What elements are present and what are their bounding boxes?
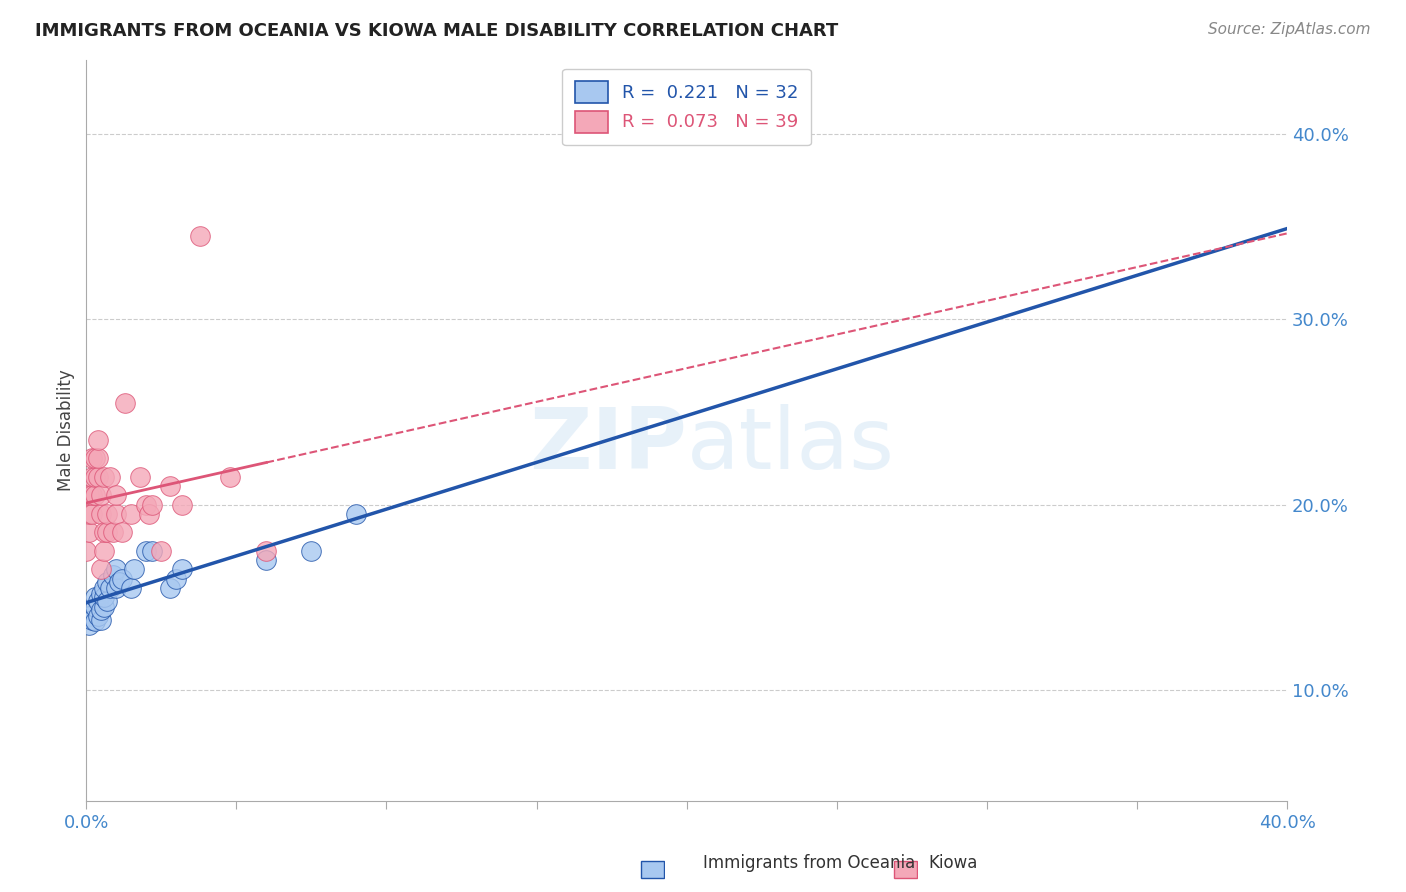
- Point: [150, 544, 173, 558]
- Point: [105, 488, 128, 502]
- Point: [135, 544, 157, 558]
- Point: [87, 451, 110, 466]
- Point: [219, 469, 242, 483]
- Point: [105, 562, 128, 576]
- Point: [87, 469, 110, 483]
- Point: [79, 618, 101, 632]
- Point: [254, 553, 277, 567]
- Point: [159, 479, 181, 493]
- Point: [87, 594, 110, 608]
- Point: [96, 594, 118, 608]
- Point: [93, 469, 115, 483]
- Point: [103, 568, 125, 582]
- Bar: [641, 861, 664, 878]
- Point: [114, 395, 136, 409]
- Point: [98, 469, 121, 483]
- Point: [135, 498, 157, 512]
- Point: [93, 544, 115, 558]
- Text: atlas: atlas: [686, 404, 894, 487]
- Point: [120, 581, 142, 595]
- Point: [90, 613, 112, 627]
- Point: [96, 507, 118, 521]
- Point: [172, 562, 194, 576]
- Point: [87, 608, 110, 623]
- Point: [82, 507, 104, 521]
- Point: [98, 581, 121, 595]
- Point: [79, 525, 101, 540]
- Point: [141, 498, 163, 512]
- Point: [93, 599, 115, 614]
- Point: [82, 613, 104, 627]
- Point: [105, 581, 128, 595]
- Point: [90, 488, 112, 502]
- Text: Immigrants from Oceania: Immigrants from Oceania: [703, 855, 915, 872]
- Point: [90, 603, 112, 617]
- Text: Source: ZipAtlas.com: Source: ZipAtlas.com: [1208, 22, 1371, 37]
- Point: [93, 581, 115, 595]
- Point: [96, 525, 118, 540]
- Point: [165, 572, 187, 586]
- Point: [90, 507, 112, 521]
- Legend: R =  0.221   N = 32, R =  0.073   N = 39: R = 0.221 N = 32, R = 0.073 N = 39: [562, 69, 811, 145]
- Point: [90, 562, 112, 576]
- Point: [111, 572, 134, 586]
- Point: [129, 469, 152, 483]
- Text: Kiowa: Kiowa: [928, 855, 977, 872]
- Text: ZIP: ZIP: [529, 404, 686, 487]
- Point: [82, 451, 104, 466]
- Point: [84, 615, 107, 629]
- Point: [172, 498, 194, 512]
- Point: [103, 525, 125, 540]
- Point: [254, 544, 277, 558]
- Point: [90, 586, 112, 600]
- Point: [301, 544, 323, 558]
- Point: [105, 507, 128, 521]
- Point: [82, 488, 104, 502]
- Point: [93, 591, 115, 605]
- Point: [79, 608, 101, 623]
- Y-axis label: Male Disability: Male Disability: [58, 369, 75, 491]
- Point: [96, 575, 118, 590]
- Point: [84, 599, 107, 614]
- Point: [138, 507, 160, 521]
- Point: [84, 488, 107, 502]
- Text: IMMIGRANTS FROM OCEANIA VS KIOWA MALE DISABILITY CORRELATION CHART: IMMIGRANTS FROM OCEANIA VS KIOWA MALE DI…: [35, 22, 838, 40]
- Point: [84, 469, 107, 483]
- Point: [124, 562, 146, 576]
- Point: [120, 507, 142, 521]
- Point: [75, 544, 97, 558]
- Point: [346, 507, 368, 521]
- Point: [141, 544, 163, 558]
- Point: [84, 591, 107, 605]
- Point: [79, 507, 101, 521]
- Point: [87, 433, 110, 447]
- Point: [84, 451, 107, 466]
- Point: [111, 525, 134, 540]
- Bar: [894, 861, 917, 878]
- Point: [93, 525, 115, 540]
- Point: [190, 228, 212, 243]
- Point: [82, 469, 104, 483]
- Point: [79, 488, 101, 502]
- Point: [159, 581, 181, 595]
- Point: [108, 575, 131, 590]
